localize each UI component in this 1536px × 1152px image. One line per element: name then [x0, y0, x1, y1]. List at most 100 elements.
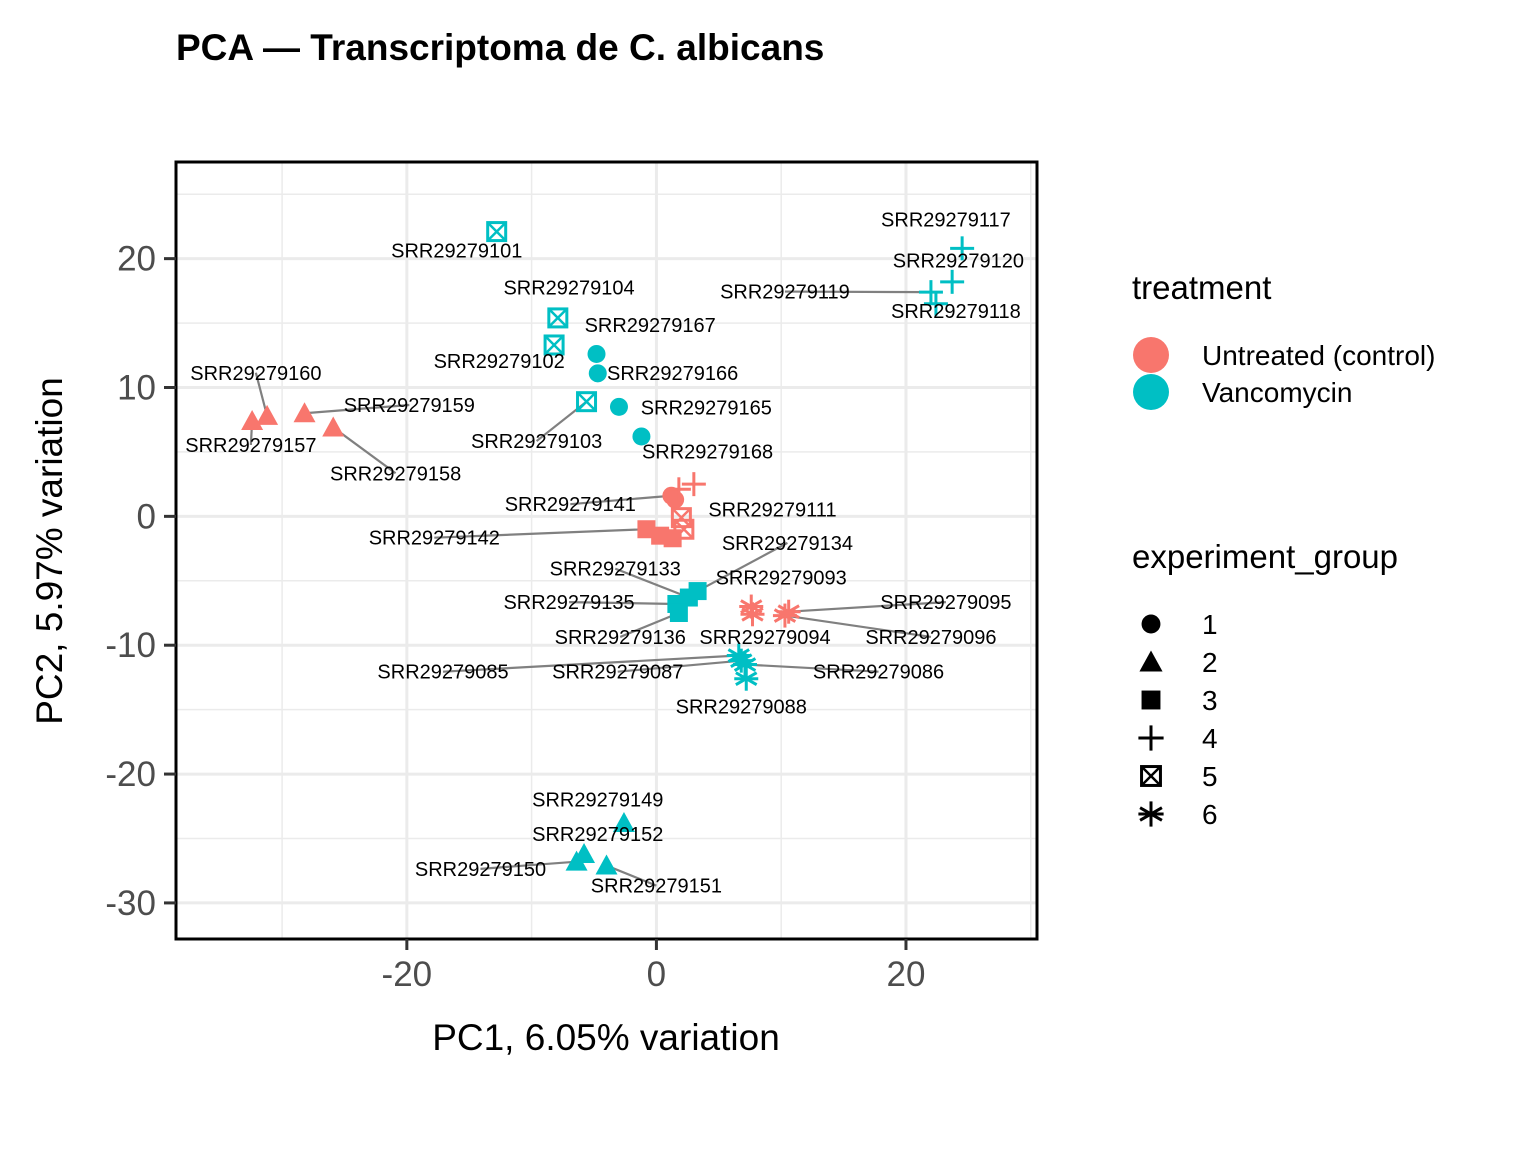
point-label: SRR29279087	[552, 662, 683, 684]
data-point	[543, 334, 565, 356]
legend-group-key	[1141, 690, 1161, 710]
legend-treatment-key	[1133, 337, 1169, 373]
legend-group-key	[1139, 650, 1163, 672]
point-label: SRR29279160	[190, 363, 321, 385]
point-label: SRR29279103	[471, 431, 602, 453]
data-point	[587, 344, 606, 363]
point-label: SRR29279102	[434, 351, 565, 373]
point-label: SRR29279119	[720, 282, 850, 304]
legend-group-label: 6	[1202, 799, 1218, 830]
point-label: SRR29279142	[369, 528, 500, 550]
y-tick-label: 20	[117, 240, 156, 279]
x-tick-label: 0	[647, 955, 666, 994]
point-label: SRR29279157	[185, 435, 316, 457]
x-tick-label: 20	[887, 955, 926, 994]
point-label: SRR29279167	[585, 315, 716, 337]
point-label: SRR29279133	[550, 559, 681, 581]
leader-line	[304, 403, 410, 415]
data-point	[588, 364, 607, 383]
legend-group-key	[1140, 765, 1162, 787]
leader-line	[697, 541, 788, 593]
point-label: SRR29279150	[415, 859, 546, 881]
data-point	[669, 603, 688, 622]
data-point	[547, 307, 569, 329]
data-point	[950, 236, 975, 261]
data-point	[940, 269, 965, 294]
point-label: SRR29279120	[893, 251, 1024, 273]
point-label: SRR29279135	[503, 592, 634, 614]
point-label: SRR29279151	[591, 876, 722, 898]
data-point	[733, 652, 758, 677]
legend-group-label: 5	[1202, 761, 1218, 792]
point-label: SRR29279094	[699, 627, 830, 649]
point-label: SRR29279095	[880, 592, 1011, 614]
point-label: SRR29279136	[555, 627, 686, 649]
point-label: SRR29279104	[503, 278, 634, 300]
data-point	[637, 520, 656, 539]
point-labels: SRR29279101SRR29279104SRR29279167SRR2927…	[185, 209, 1024, 897]
data-point	[681, 472, 706, 497]
data-point	[612, 812, 635, 833]
grid-lines	[176, 162, 1037, 939]
data-point	[734, 666, 759, 691]
data-points	[241, 221, 975, 875]
leader-line	[614, 567, 690, 599]
point-label: SRR29279085	[377, 662, 508, 684]
data-point	[241, 410, 264, 430]
data-point	[923, 291, 948, 316]
leader-line	[784, 290, 931, 294]
leader-line	[569, 601, 677, 606]
y-tick-label: 10	[117, 368, 156, 407]
point-label: SRR29279168	[642, 441, 773, 463]
plot-panel: SRR29279101SRR29279104SRR29279167SRR2927…	[174, 160, 1039, 941]
point-label: SRR29279141	[505, 494, 636, 516]
point-label: SRR29279152	[532, 824, 663, 846]
y-axis-title: PC2, 5.97% variation	[29, 377, 70, 725]
data-point	[565, 850, 588, 871]
leader-line	[617, 659, 742, 673]
y-tick-label: -10	[105, 626, 156, 665]
y-tick-label: -30	[105, 884, 156, 923]
legend-group-entries: 1 2 3 4 5 6	[1138, 609, 1218, 830]
x-tick-label: -20	[382, 955, 433, 994]
point-label: SRR29279111	[708, 499, 836, 521]
point-label: SRR29279118	[891, 301, 1021, 323]
data-point	[666, 490, 685, 509]
x-axis-title: PC1, 6.05% variation	[432, 1017, 780, 1058]
y-tick-label: 0	[137, 497, 156, 536]
leader-line	[784, 614, 932, 639]
legend: treatment Untreated (control)Vancomycin …	[1132, 269, 1435, 830]
data-point	[595, 854, 618, 875]
data-point	[918, 280, 943, 305]
point-label: SRR29279166	[607, 363, 738, 385]
legend-group-label: 3	[1202, 685, 1218, 716]
legend-group-label: 1	[1202, 609, 1218, 640]
data-point	[740, 602, 765, 627]
leader-line	[606, 864, 657, 887]
point-label: SRR29279093	[716, 568, 847, 590]
panel-border	[174, 160, 1039, 941]
label-leader-lines	[249, 290, 946, 887]
data-point	[322, 416, 345, 437]
legend-treatment-label: Vancomycin	[1202, 377, 1352, 408]
point-label: SRR29279165	[641, 398, 772, 420]
legend-group-label: 2	[1202, 647, 1218, 678]
legend-group-key	[1138, 725, 1164, 751]
point-label: SRR29279101	[391, 240, 522, 262]
legend-group-key	[1138, 801, 1164, 827]
leader-line	[332, 426, 397, 475]
data-point	[576, 391, 598, 413]
point-label: SRR29279096	[865, 627, 996, 649]
legend-group-title: experiment_group	[1132, 538, 1398, 575]
data-point	[772, 603, 797, 628]
leader-line	[570, 494, 672, 506]
leader-line	[434, 528, 647, 539]
data-point	[666, 477, 691, 502]
point-label: SRR29279149	[532, 789, 663, 811]
data-point	[256, 404, 279, 425]
leader-line	[744, 663, 879, 673]
legend-treatment-title: treatment	[1132, 269, 1271, 306]
point-label: SRR29279117	[881, 209, 1011, 231]
legend-treatment-entries: Untreated (control) Vancomycin	[1133, 337, 1435, 410]
y-tick-label: -20	[105, 755, 156, 794]
